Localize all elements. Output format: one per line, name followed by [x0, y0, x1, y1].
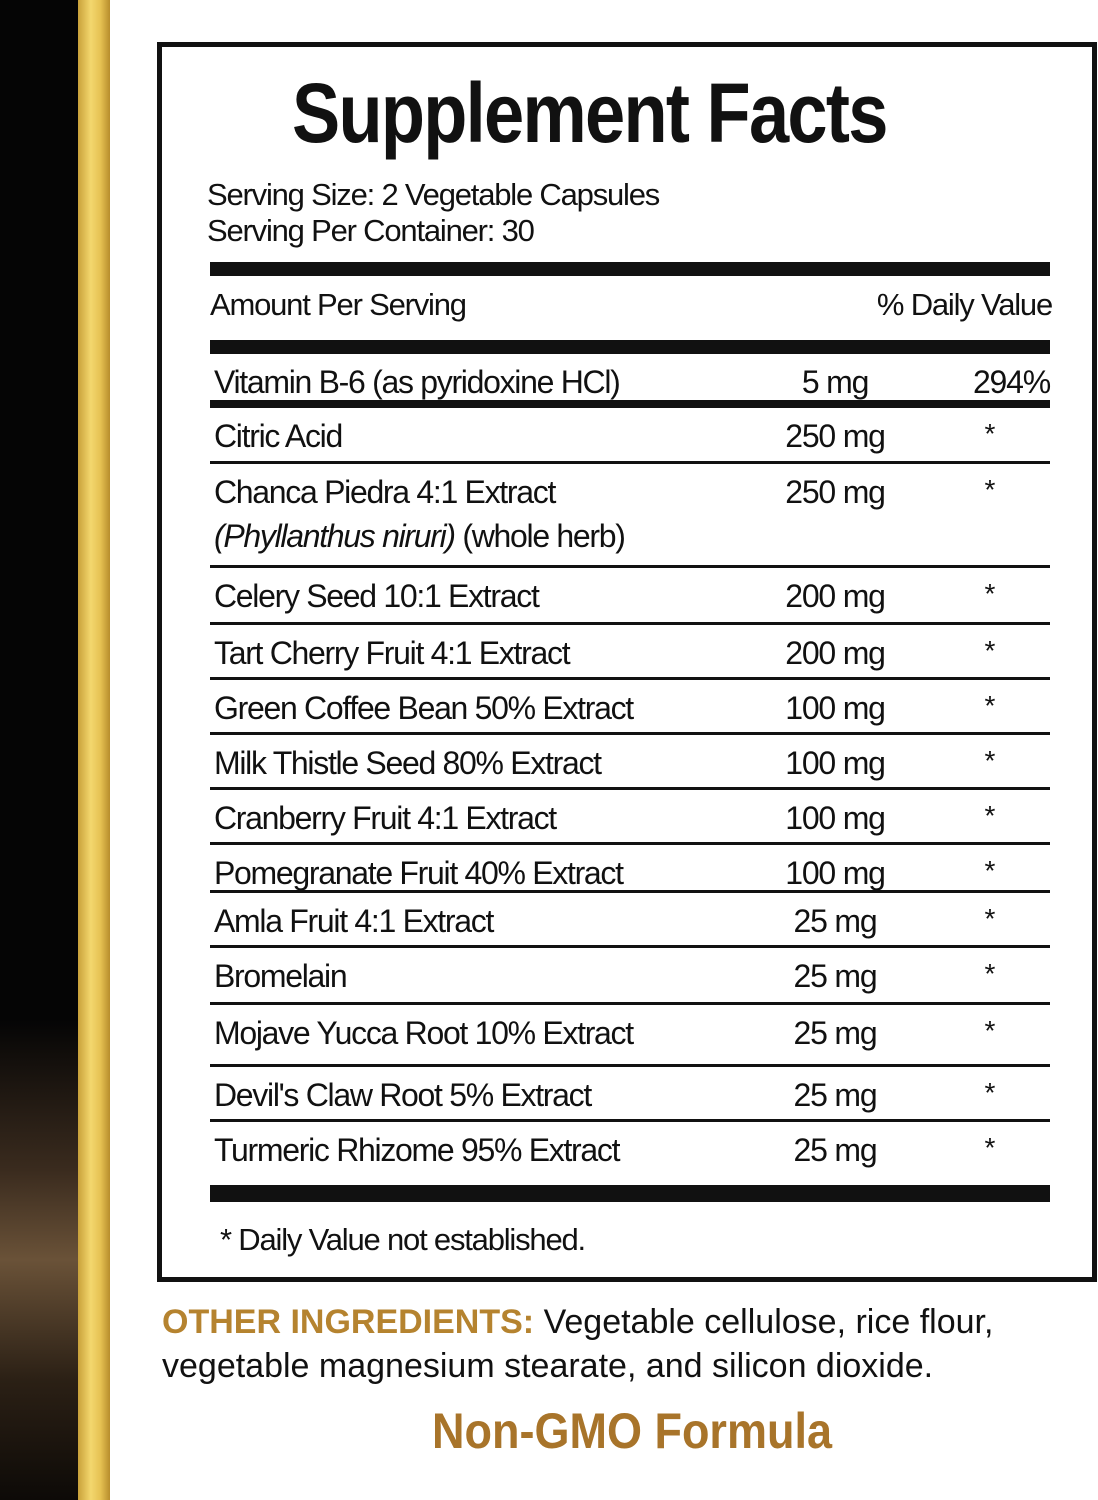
daily-value: *	[984, 1077, 996, 1108]
ingredient-name-text: Citric Acid	[214, 418, 343, 454]
ingredient-name: Pomegranate Fruit 40% Extract	[214, 851, 624, 895]
ingredient-amount: 100 mg	[785, 690, 886, 726]
table-row: Devil's Claw Root 5% Extract 25 mg *	[210, 1067, 1050, 1122]
ingredient-amount: 25 mg	[793, 1132, 878, 1168]
daily-value: *	[984, 745, 996, 776]
table-row: Citric Acid 250 mg *	[210, 408, 1050, 464]
daily-value: *	[984, 958, 996, 989]
ingredient-name: Turmeric Rhizome 95% Extract	[214, 1128, 621, 1172]
ingredient-name: Citric Acid	[214, 414, 343, 458]
ingredient-amount: 100 mg	[785, 855, 886, 891]
non-gmo-badge: Non-GMO Formula	[432, 1403, 832, 1459]
daily-value: *	[984, 690, 996, 721]
table-row: Chanca Piedra 4:1 Extract (Phyllanthus ni…	[210, 464, 1050, 568]
ingredient-name-text: Pomegranate Fruit 40% Extract	[214, 855, 624, 891]
daily-value: 294%	[972, 364, 1051, 400]
ingredient-name: Celery Seed 10:1 Extract	[214, 574, 540, 618]
ingredient-amount: 100 mg	[785, 800, 886, 836]
ingredient-amount: 200 mg	[785, 578, 886, 614]
decorative-gold-strip	[78, 0, 110, 1500]
ingredient-name-text: Green Coffee Bean 50% Extract	[214, 690, 634, 726]
ingredient-amount: 100 mg	[785, 745, 886, 781]
divider-thick	[210, 340, 1050, 354]
ingredient-name-text: Bromelain	[214, 958, 348, 994]
table-row: Tart Cherry Fruit 4:1 Extract 200 mg *	[210, 625, 1050, 680]
ingredient-name: Chanca Piedra 4:1 Extract (Phyllanthus ni…	[214, 470, 626, 558]
daily-value-header: % Daily Value	[876, 287, 1053, 322]
ingredient-name-text: Celery Seed 10:1 Extract	[214, 578, 540, 614]
ingredient-amount: 250 mg	[785, 418, 886, 454]
servings-per-container: Serving Per Container: 30	[207, 213, 535, 248]
other-ingredients-text-2: vegetable magnesium stearate, and silico…	[162, 1347, 934, 1385]
ingredient-name-text: Turmeric Rhizome 95% Extract	[214, 1132, 621, 1168]
decorative-dark-strip	[0, 0, 78, 1500]
table-row: Green Coffee Bean 50% Extract 100 mg *	[210, 680, 1050, 735]
ingredient-amount: 5 mg	[801, 364, 870, 400]
ingredient-name: Tart Cherry Fruit 4:1 Extract	[214, 631, 571, 675]
daily-value: *	[984, 1132, 996, 1163]
divider-thick	[210, 262, 1050, 276]
daily-value: *	[984, 474, 996, 505]
daily-value: *	[984, 1015, 996, 1046]
ingredient-name: Vitamin B-6 (as pyridoxine HCl)	[214, 360, 621, 404]
daily-value: *	[984, 418, 996, 449]
ingredient-name: Devil's Claw Root 5% Extract	[214, 1073, 592, 1117]
daily-value: *	[984, 855, 996, 886]
table-row: Amla Fruit 4:1 Extract 25 mg *	[210, 893, 1050, 948]
ingredient-name-text: Vitamin B-6 (as pyridoxine HCl)	[214, 364, 621, 400]
table-row: Cranberry Fruit 4:1 Extract 100 mg *	[210, 790, 1050, 845]
ingredient-name-text: Amla Fruit 4:1 Extract	[214, 903, 494, 939]
ingredient-name-text: Devil's Claw Root 5% Extract	[214, 1077, 592, 1113]
table-row: Vitamin B-6 (as pyridoxine HCl) 5 mg 294%	[210, 354, 1051, 408]
daily-value: *	[984, 800, 996, 831]
other-ingredients-label: OTHER INGREDIENTS:	[162, 1303, 535, 1341]
ingredient-name: Milk Thistle Seed 80% Extract	[214, 741, 602, 785]
table-row: Pomegranate Fruit 40% Extract 100 mg *	[210, 845, 1050, 893]
divider-thick	[210, 1188, 1050, 1202]
ingredient-name: Mojave Yucca Root 10% Extract	[214, 1011, 634, 1055]
ingredient-name-text: Chanca Piedra 4:1 Extract	[214, 474, 556, 510]
table-row: Milk Thistle Seed 80% Extract 100 mg *	[210, 735, 1050, 790]
amount-per-serving-header: Amount Per Serving	[210, 287, 467, 322]
plant-part: (whole herb)	[454, 518, 626, 554]
ingredient-amount: 25 mg	[793, 1077, 878, 1113]
supplement-facts-panel: Supplement Facts Serving Size: 2 Vegetab…	[157, 42, 1097, 1282]
table-row: Mojave Yucca Root 10% Extract 25 mg *	[210, 1005, 1050, 1067]
other-ingredients: OTHER INGREDIENTS: Vegetable cellulose, …	[162, 1300, 1098, 1388]
ingredient-name: Green Coffee Bean 50% Extract	[214, 686, 634, 730]
table-row: Turmeric Rhizome 95% Extract 25 mg *	[210, 1122, 1050, 1188]
serving-size: Serving Size: 2 Vegetable Capsules	[207, 177, 660, 212]
table-row: Celery Seed 10:1 Extract 200 mg *	[210, 568, 1050, 625]
ingredient-name-text: Cranberry Fruit 4:1 Extract	[214, 800, 557, 836]
ingredient-name: Bromelain	[214, 954, 348, 998]
ingredient-amount: 25 mg	[793, 903, 878, 939]
ingredient-amount: 200 mg	[785, 635, 886, 671]
ingredient-name-text: Tart Cherry Fruit 4:1 Extract	[214, 635, 571, 671]
ingredient-name: Amla Fruit 4:1 Extract	[214, 899, 494, 943]
ingredient-name: Cranberry Fruit 4:1 Extract	[214, 796, 557, 840]
ingredient-amount: 250 mg	[785, 474, 886, 510]
other-ingredients-text: Vegetable cellulose, rice flour,	[534, 1303, 994, 1341]
ingredient-amount: 25 mg	[793, 1015, 878, 1051]
ingredient-name-text: Mojave Yucca Root 10% Extract	[214, 1015, 634, 1051]
ingredient-name-text: Milk Thistle Seed 80% Extract	[214, 745, 602, 781]
daily-value: *	[984, 903, 996, 934]
ingredient-amount: 25 mg	[793, 958, 878, 994]
botanical-name: (Phyllanthus niruri)	[214, 518, 456, 554]
footnote: * Daily Value not established.	[220, 1222, 586, 1257]
table-row: Bromelain 25 mg *	[210, 948, 1050, 1005]
daily-value: *	[984, 635, 996, 666]
daily-value: *	[984, 578, 996, 609]
panel-title: Supplement Facts	[292, 66, 888, 160]
